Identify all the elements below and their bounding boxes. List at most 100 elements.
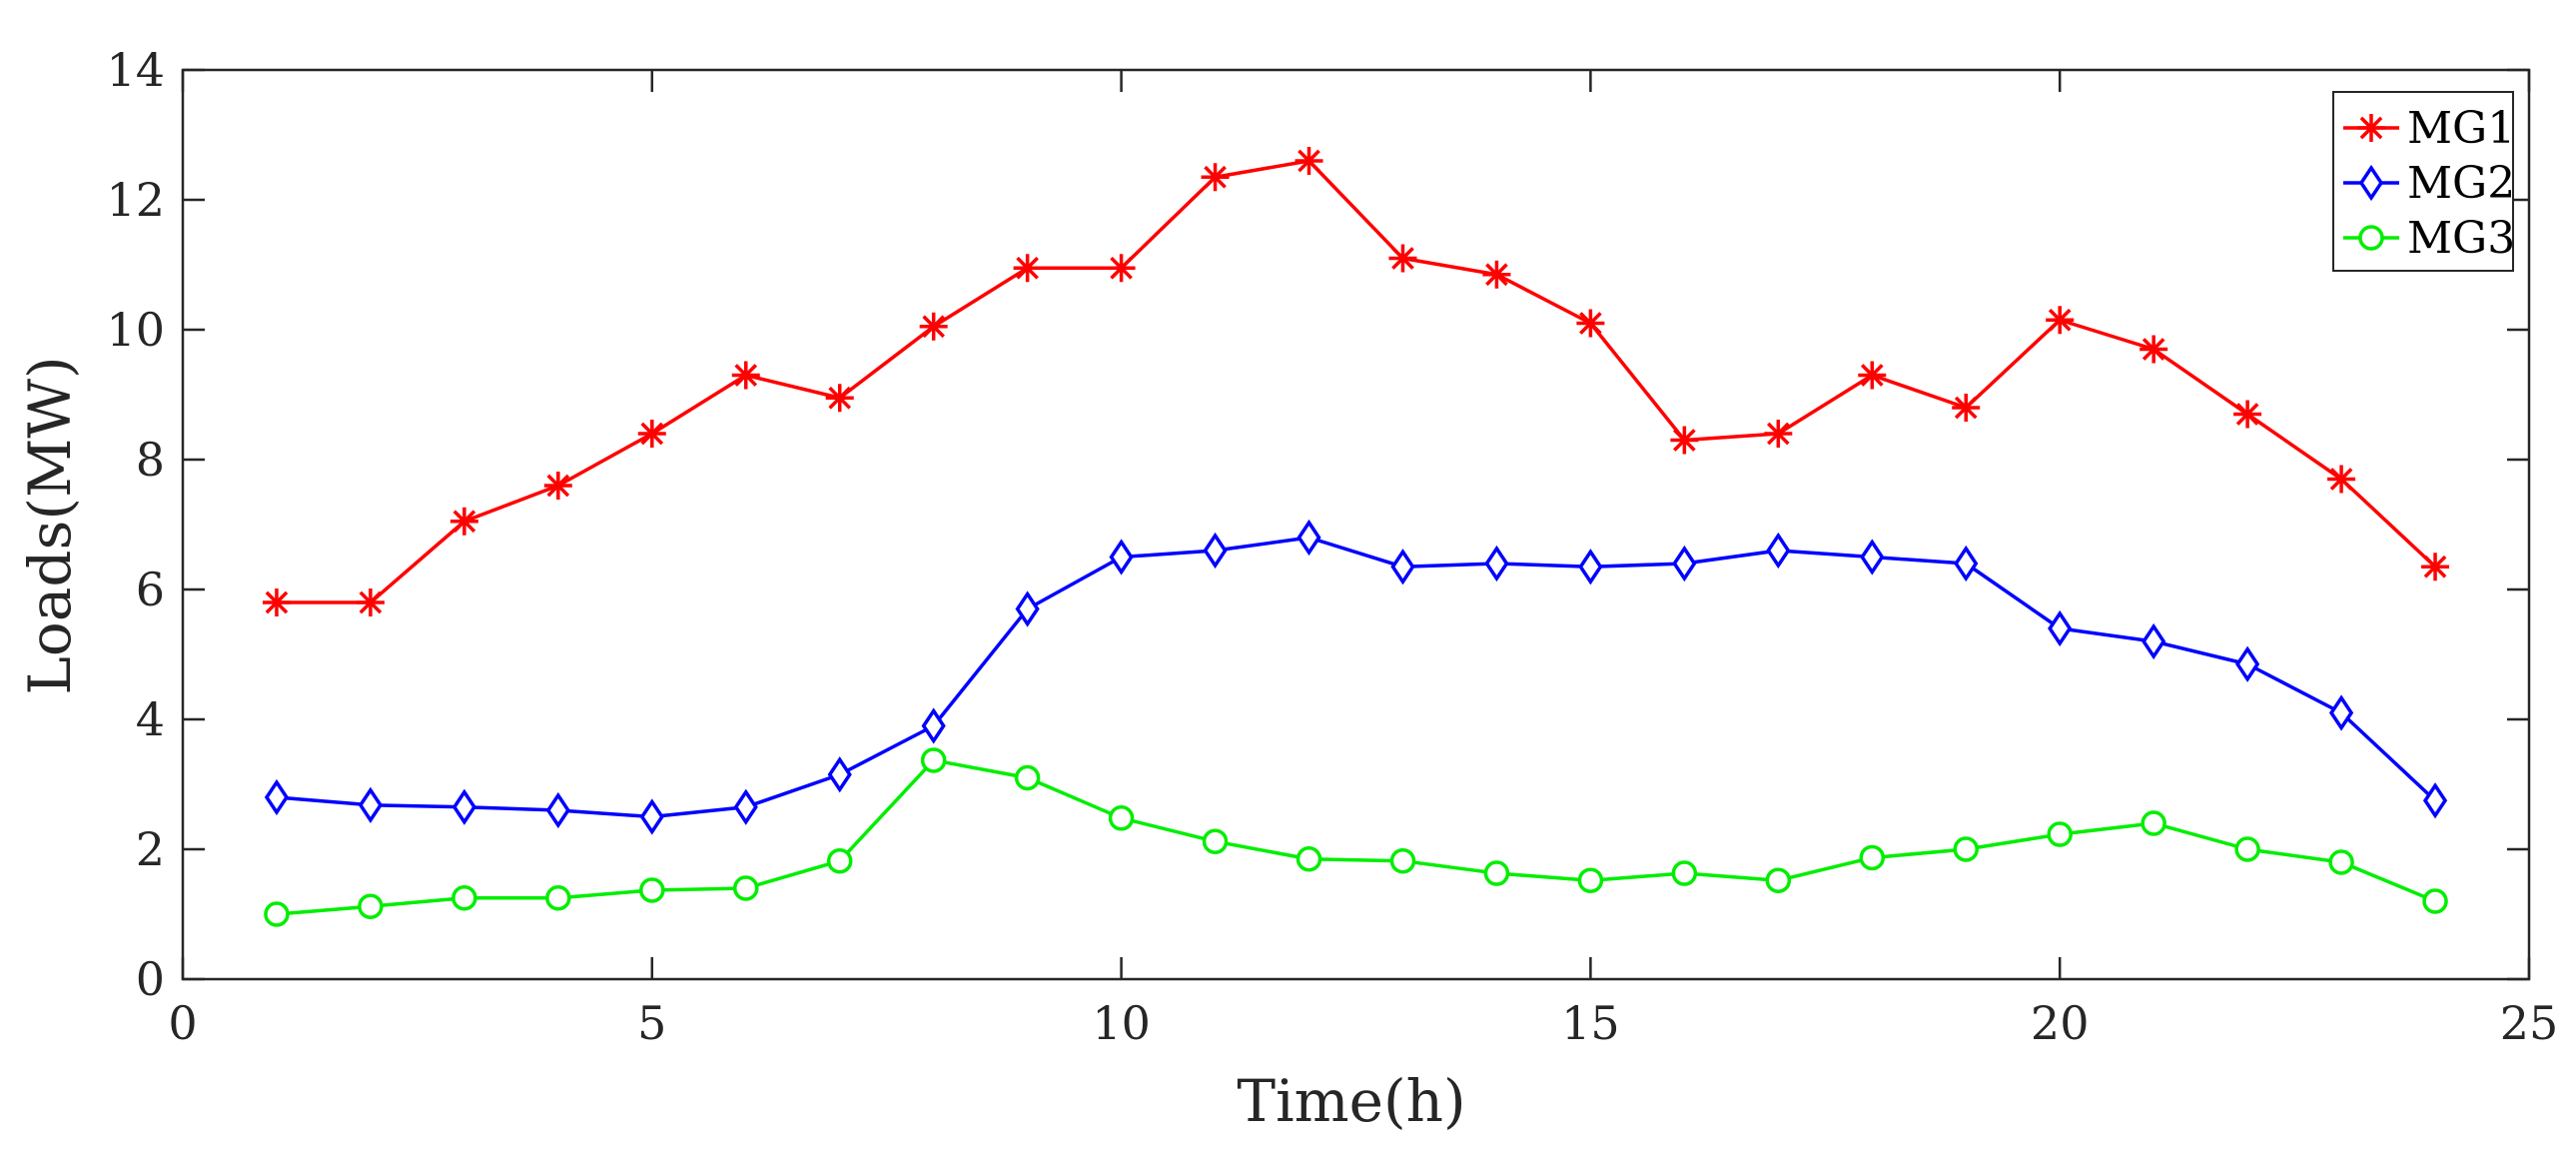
- data-point: [2233, 400, 2262, 429]
- data-point: [827, 756, 852, 793]
- legend-marker: [2358, 225, 2384, 251]
- data-point: [1203, 532, 1228, 570]
- data-point: [1202, 828, 1229, 854]
- data-point: [1671, 860, 1698, 886]
- y-tick-label: 4: [136, 692, 165, 746]
- legend-label: MG1: [2407, 103, 2515, 154]
- data-point: [1859, 844, 1886, 871]
- data-point: [264, 778, 290, 816]
- data-point: [2235, 645, 2260, 682]
- data-point: [2422, 888, 2448, 914]
- series-line-mg1: [276, 159, 2437, 604]
- series-lines: [262, 147, 2450, 927]
- y-tick-label: 10: [106, 303, 165, 357]
- series-mg3: [264, 747, 2448, 927]
- data-point: [2141, 810, 2166, 836]
- data-point: [2422, 782, 2448, 819]
- data-point: [2047, 821, 2073, 847]
- x-tick-label: 20: [2031, 996, 2090, 1050]
- legend-marker: [2357, 114, 2385, 142]
- y-tick-label: 2: [136, 822, 165, 876]
- legend-label: MG2: [2407, 158, 2515, 209]
- data-point: [1201, 163, 1230, 192]
- plot-box: [181, 68, 2531, 981]
- data-point: [1295, 846, 1322, 872]
- x-tick-label: 25: [2500, 996, 2559, 1050]
- data-point: [2234, 836, 2260, 862]
- y-axis-label: Loads(MW): [16, 356, 84, 694]
- legend-item-mg3: MG3: [2343, 213, 2515, 264]
- series-line-mg2: [276, 536, 2437, 819]
- data-point: [2328, 849, 2354, 875]
- series-line-mg3: [276, 758, 2436, 916]
- data-point: [1577, 867, 1604, 893]
- data-point: [545, 885, 571, 911]
- data-point: [1765, 867, 1792, 893]
- data-point: [451, 885, 477, 911]
- data-point: [1015, 590, 1040, 627]
- data-point: [1858, 361, 1887, 390]
- data-point: [639, 877, 665, 903]
- data-point: [1014, 764, 1041, 791]
- data-point: [1296, 519, 1321, 557]
- data-point: [1109, 539, 1134, 576]
- series-mg1: [262, 147, 2450, 616]
- axes: 0 5 10 15 20 25 0 2 4 6 8 10 12 14: [106, 43, 2558, 1050]
- data-point: [262, 588, 291, 616]
- legend-item-mg1: MG1: [2343, 103, 2515, 154]
- data-point: [1578, 549, 1603, 585]
- x-tick-label: 0: [168, 996, 197, 1050]
- data-point: [2142, 622, 2166, 660]
- data-point: [920, 747, 947, 773]
- x-tick-label: 15: [1561, 996, 1620, 1050]
- data-point: [1952, 394, 1981, 422]
- x-axis-label: Time(h): [1237, 1067, 1465, 1135]
- data-point: [356, 588, 385, 616]
- data-point: [1390, 549, 1415, 585]
- data-point: [1482, 260, 1511, 289]
- y-tick-label: 6: [136, 563, 165, 616]
- data-point: [264, 901, 290, 927]
- data-point: [2421, 553, 2450, 581]
- data-point: [358, 786, 384, 823]
- data-point: [358, 893, 384, 919]
- data-point: [1953, 836, 1979, 862]
- data-point: [1388, 244, 1417, 273]
- data-point: [1107, 254, 1136, 283]
- data-point: [921, 707, 946, 744]
- data-point: [825, 384, 854, 413]
- data-point: [1108, 805, 1135, 831]
- x-tick-label: 5: [637, 996, 666, 1050]
- data-point: [731, 361, 760, 390]
- data-point: [919, 312, 948, 341]
- data-point: [1484, 545, 1509, 582]
- data-point: [1670, 426, 1699, 455]
- data-point: [826, 847, 853, 874]
- data-point: [1576, 309, 1605, 338]
- data-point: [1860, 539, 1885, 576]
- data-point: [1764, 420, 1793, 448]
- data-point: [1013, 254, 1042, 283]
- y-tick-label: 14: [106, 43, 165, 97]
- y-tick-label: 8: [136, 433, 165, 487]
- data-point: [543, 472, 572, 500]
- data-point: [733, 788, 758, 825]
- data-point: [451, 788, 476, 825]
- legend-item-mg2: MG2: [2343, 158, 2515, 209]
- data-point: [2328, 694, 2354, 731]
- data-point: [637, 420, 666, 448]
- data-point: [449, 507, 478, 536]
- data-point: [1672, 545, 1697, 582]
- data-point: [2048, 609, 2073, 647]
- y-tick-label: 0: [136, 952, 165, 1006]
- legend-marker: [2358, 164, 2384, 202]
- data-point: [1483, 860, 1510, 886]
- x-tick-label: 10: [1092, 996, 1151, 1050]
- data-point: [733, 875, 759, 901]
- data-point: [545, 791, 570, 829]
- data-point: [1954, 545, 1979, 582]
- data-point: [1389, 847, 1416, 874]
- legend-label: MG3: [2407, 213, 2515, 264]
